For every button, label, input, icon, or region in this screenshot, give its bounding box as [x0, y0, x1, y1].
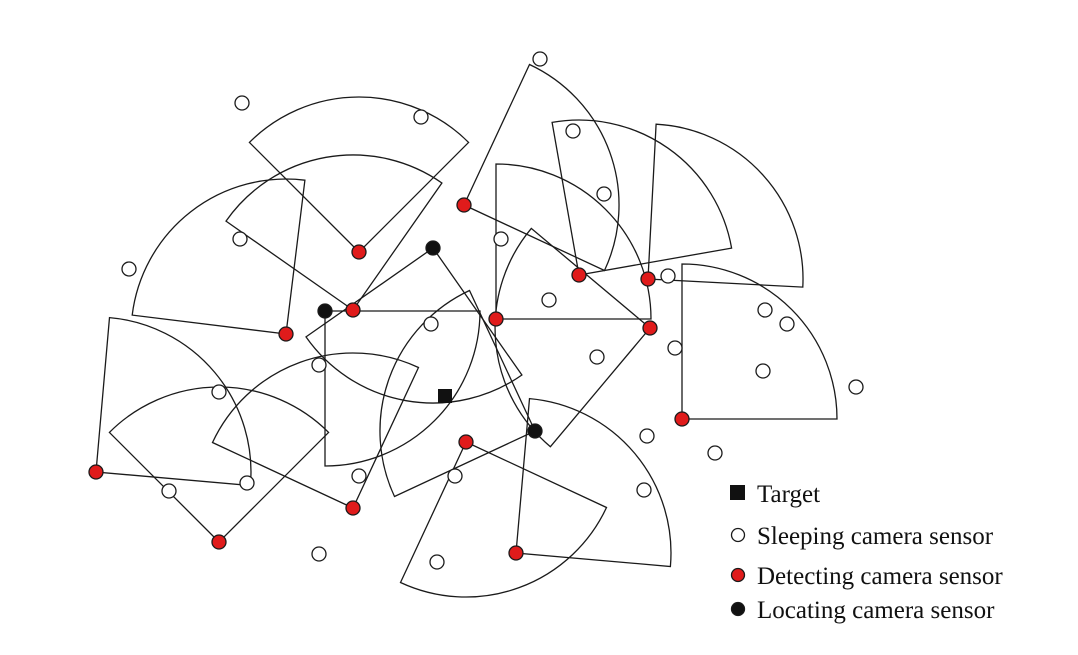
- legend: Target Sleeping camera sensor Detecting …: [730, 481, 1003, 624]
- sleeping-camera-sensor: [636, 482, 652, 498]
- sleeping-camera-sensor: [351, 468, 367, 484]
- locating-sensor-sector: [379, 289, 536, 498]
- legend-locating-icon: [730, 601, 746, 617]
- detecting-sensor-sector: [248, 96, 470, 253]
- legend-sleeping-label: Sleeping camera sensor: [757, 523, 994, 550]
- sleeping-camera-sensor: [311, 357, 327, 373]
- sleeping-camera-sensor: [532, 51, 548, 67]
- detecting-camera-sensor: [508, 545, 524, 561]
- sleeping-camera-sensor: [667, 340, 683, 356]
- detecting-sensor-sector: [399, 441, 608, 598]
- detecting-sensor-sector: [463, 63, 620, 272]
- sleeping-camera-sensor: [596, 186, 612, 202]
- sleeping-camera-sensor: [707, 445, 723, 461]
- sleeping-camera-sensor: [493, 231, 509, 247]
- detecting-sensor-sector: [494, 227, 651, 448]
- locating-camera-sensor: [527, 423, 543, 439]
- sensor-nodes: [88, 51, 864, 570]
- detecting-camera-sensor: [642, 320, 658, 336]
- sleeping-camera-sensor: [565, 123, 581, 139]
- detecting-sensor-sector: [211, 352, 420, 509]
- detecting-sensor-sector: [131, 178, 306, 335]
- sensing-sectors: [95, 63, 838, 598]
- sleeping-camera-sensor: [239, 475, 255, 491]
- detecting-camera-sensor: [345, 302, 361, 318]
- sleeping-camera-sensor: [311, 546, 327, 562]
- sleeping-camera-sensor: [589, 349, 605, 365]
- sleeping-camera-sensor: [232, 231, 248, 247]
- legend-detecting-label: Detecting camera sensor: [757, 563, 1003, 590]
- locating-sensor-sector: [305, 247, 523, 404]
- sleeping-camera-sensor: [541, 292, 557, 308]
- sleeping-camera-sensor: [429, 554, 445, 570]
- detecting-sensor-sector: [681, 263, 838, 420]
- sleeping-camera-sensor: [848, 379, 864, 395]
- sleeping-camera-sensor: [211, 384, 227, 400]
- locating-sensor-sector: [324, 310, 481, 467]
- legend-sleeping-icon: [730, 527, 746, 543]
- sleeping-camera-sensor: [639, 428, 655, 444]
- sleeping-camera-sensor: [161, 483, 177, 499]
- detecting-camera-sensor: [211, 534, 227, 550]
- detecting-camera-sensor: [571, 267, 587, 283]
- detecting-sensor-sector: [515, 397, 672, 568]
- detecting-camera-sensor: [278, 326, 294, 342]
- detecting-sensor-sector: [647, 123, 804, 288]
- sleeping-camera-sensor: [755, 363, 771, 379]
- detecting-camera-sensor: [458, 434, 474, 450]
- detecting-sensor-sector: [108, 386, 330, 543]
- detecting-camera-sensor: [488, 311, 504, 327]
- sleeping-camera-sensor: [779, 316, 795, 332]
- detecting-sensor-sector: [495, 163, 652, 320]
- legend-target-icon: [730, 485, 745, 500]
- sleeping-camera-sensor: [447, 468, 463, 484]
- locating-camera-sensor: [317, 303, 333, 319]
- detecting-camera-sensor: [88, 464, 104, 480]
- sleeping-camera-sensor: [660, 268, 676, 284]
- detecting-camera-sensor: [674, 411, 690, 427]
- sleeping-camera-sensor: [121, 261, 137, 277]
- detecting-sensor-sector: [551, 119, 733, 276]
- sleeping-camera-sensor: [413, 109, 429, 125]
- detecting-sensor-sector: [95, 316, 252, 487]
- locating-camera-sensor: [425, 240, 441, 256]
- legend-locating-label: Locating camera sensor: [757, 597, 995, 624]
- sleeping-camera-sensor: [757, 302, 773, 318]
- sleeping-camera-sensor: [234, 95, 250, 111]
- detecting-camera-sensor: [351, 244, 367, 260]
- detecting-camera-sensor: [345, 500, 361, 516]
- detecting-camera-sensor: [640, 271, 656, 287]
- legend-detecting-icon: [730, 567, 746, 583]
- target-marker: [438, 389, 452, 403]
- sleeping-camera-sensor: [423, 316, 439, 332]
- detecting-sensor-sector: [225, 154, 443, 311]
- detecting-camera-sensor: [456, 197, 472, 213]
- legend-target-label: Target: [757, 481, 820, 508]
